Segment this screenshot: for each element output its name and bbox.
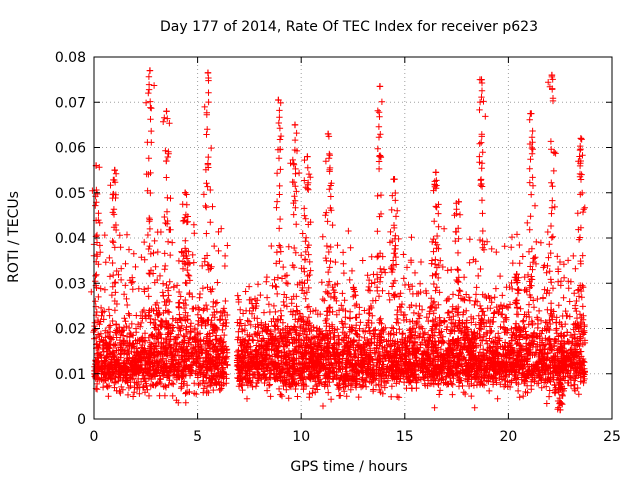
y-tick-label: 0.04: [55, 231, 86, 247]
y-tick-label: 0.07: [55, 95, 86, 111]
roti-data-point: [275, 96, 282, 104]
roti-data-point: [181, 189, 189, 196]
roti-data-point: [478, 76, 485, 83]
y-tick-label: 0.03: [55, 276, 86, 292]
y-tick-label: 0.06: [55, 141, 86, 157]
x-tick-label: 20: [499, 429, 517, 445]
roti-data-point: [324, 130, 332, 138]
x-axis-label: GPS time / hours: [290, 459, 407, 475]
roti-point-cloud: [88, 67, 589, 414]
roti-data-point: [557, 406, 564, 414]
x-tick-label: 25: [603, 429, 621, 445]
y-tick-label: 0: [77, 412, 86, 428]
roti-data-point: [291, 121, 299, 129]
roti-data-point: [204, 69, 212, 77]
roti-data-point: [163, 108, 170, 115]
chart-title: Day 177 of 2014, Rate Of TEC Index for r…: [160, 19, 538, 35]
roti-data-point: [527, 110, 535, 117]
roti-data-point: [146, 67, 154, 74]
roti-data-point: [391, 175, 398, 183]
roti-data-point: [513, 271, 520, 278]
roti-data-point: [577, 135, 585, 142]
roti-data-point: [304, 153, 311, 160]
y-tick-label: 0.08: [55, 50, 86, 66]
x-tick-label: 5: [193, 429, 202, 445]
roti-data-point: [455, 198, 462, 205]
y-tick-label: 0.01: [55, 367, 86, 383]
roti-data-point: [548, 71, 556, 79]
x-tick-label: 10: [292, 429, 310, 445]
x-tick-label: 0: [90, 429, 99, 445]
y-tick-label: 0.02: [55, 322, 86, 338]
y-axis-label: ROTI / TECUs: [6, 191, 22, 283]
roti-data-point: [376, 83, 384, 90]
x-tick-label: 15: [396, 429, 414, 445]
roti-data-point: [111, 166, 118, 174]
y-tick-label: 0.05: [55, 186, 86, 202]
roti-data-point: [432, 169, 440, 176]
